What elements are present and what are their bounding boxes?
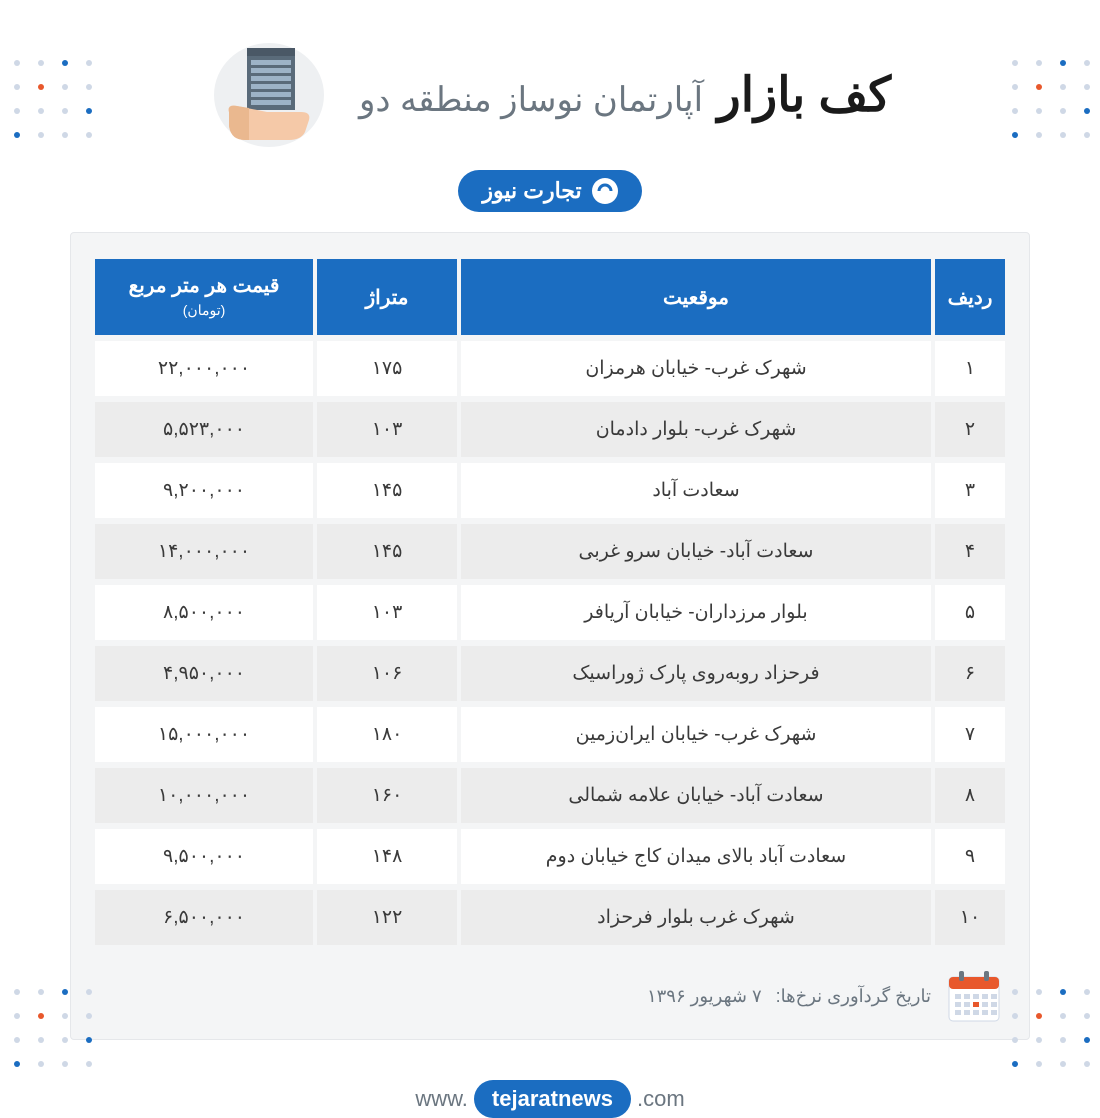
table-cell-loc: شهرک غرب بلوار فرحزاد	[461, 890, 931, 945]
table-cell-area: ۱۲۲	[317, 890, 457, 945]
table-cell-loc: شهرک غرب- خیابان هرمزان	[461, 341, 931, 396]
table-cell-price: ۸,۵۰۰,۰۰۰	[95, 585, 313, 640]
building-hand-icon	[209, 40, 329, 150]
col-header-num: ردیف	[935, 259, 1005, 335]
brand-logo-icon	[592, 178, 618, 204]
col-header-area: متراژ	[317, 259, 457, 335]
table-cell-area: ۱۷۵	[317, 341, 457, 396]
table-cell-price: ۱۴,۰۰۰,۰۰۰	[95, 524, 313, 579]
footer: www. tejaratnews .com	[0, 1080, 1100, 1118]
table-cell-loc: سعادت آباد- خیابان علامه شمالی	[461, 768, 931, 823]
table-cell-price: ۶,۵۰۰,۰۰۰	[95, 890, 313, 945]
table-cell-area: ۱۰۳	[317, 585, 457, 640]
table-cell-n: ۷	[935, 707, 1005, 762]
table-cell-loc: شهرک غرب- بلوار دادمان	[461, 402, 931, 457]
table-cell-loc: سعادت آباد- خیابان سرو غربی	[461, 524, 931, 579]
table-cell-n: ۸	[935, 768, 1005, 823]
table-body: ۱شهرک غرب- خیابان هرمزان۱۷۵۲۲,۰۰۰,۰۰۰۲شه…	[95, 341, 1005, 945]
dots-decoration-top-left	[10, 60, 92, 142]
table-cell-loc: سعادت آباد	[461, 463, 931, 518]
table-header-row: ردیف موقعیت متراژ قیمت هر متر مربع (توما…	[95, 259, 1005, 335]
table-cell-loc: فرحزاد روبه‌روی پارک ژوراسیک	[461, 646, 931, 701]
page-title-main: کف بازار	[718, 69, 892, 122]
table-cell-loc: شهرک غرب- خیابان ایران‌زمین	[461, 707, 931, 762]
table-row: ۷شهرک غرب- خیابان ایران‌زمین۱۸۰۱۵,۰۰۰,۰۰…	[95, 707, 1005, 762]
footer-brand: tejaratnews	[474, 1080, 631, 1118]
table-row: ۵بلوار مرزداران- خیابان آریافر۱۰۳۸,۵۰۰,۰…	[95, 585, 1005, 640]
table-cell-n: ۵	[935, 585, 1005, 640]
table-row: ۱شهرک غرب- خیابان هرمزان۱۷۵۲۲,۰۰۰,۰۰۰	[95, 341, 1005, 396]
table-cell-n: ۶	[935, 646, 1005, 701]
table-cell-n: ۱	[935, 341, 1005, 396]
table-cell-price: ۴,۹۵۰,۰۰۰	[95, 646, 313, 701]
table-row: ۹سعادت آباد بالای میدان کاج خیابان دوم۱۴…	[95, 829, 1005, 884]
footer-suffix: .com	[637, 1086, 685, 1112]
table-row: ۴سعادت آباد- خیابان سرو غربی۱۴۵۱۴,۰۰۰,۰۰…	[95, 524, 1005, 579]
date-label: تاریخ گردآوری نرخ‌ها:	[776, 986, 931, 1007]
table-cell-area: ۱۴۵	[317, 463, 457, 518]
brand-name: تجارت نیوز	[482, 178, 581, 204]
date-value: ۷ شهریور ۱۳۹۶	[647, 986, 762, 1007]
table-cell-area: ۱۰۳	[317, 402, 457, 457]
table-cell-area: ۱۶۰	[317, 768, 457, 823]
price-table-container: ردیف موقعیت متراژ قیمت هر متر مربع (توما…	[70, 232, 1030, 1040]
table-cell-n: ۴	[935, 524, 1005, 579]
table-row: ۸سعادت آباد- خیابان علامه شمالی۱۶۰۱۰,۰۰۰…	[95, 768, 1005, 823]
table-row: ۳سعادت آباد۱۴۵۹,۲۰۰,۰۰۰	[95, 463, 1005, 518]
table-cell-area: ۱۰۶	[317, 646, 457, 701]
table-cell-price: ۵,۵۲۳,۰۰۰	[95, 402, 313, 457]
table-cell-n: ۳	[935, 463, 1005, 518]
table-cell-loc: سعادت آباد بالای میدان کاج خیابان دوم	[461, 829, 931, 884]
dots-decoration-bottom-left	[10, 989, 92, 1071]
dots-decoration-bottom-right	[1008, 989, 1090, 1071]
table-row: ۲شهرک غرب- بلوار دادمان۱۰۳۵,۵۲۳,۰۰۰	[95, 402, 1005, 457]
table-cell-area: ۱۴۵	[317, 524, 457, 579]
table-cell-area: ۱۸۰	[317, 707, 457, 762]
footer-prefix: www.	[415, 1086, 468, 1112]
date-row: تاریخ گردآوری نرخ‌ها: ۷ شهریور ۱۳۹۶	[91, 951, 1009, 1029]
col-header-price: قیمت هر متر مربع (تومان)	[95, 259, 313, 335]
table-cell-price: ۹,۵۰۰,۰۰۰	[95, 829, 313, 884]
table-cell-n: ۹	[935, 829, 1005, 884]
col-header-location: موقعیت	[461, 259, 931, 335]
table-cell-area: ۱۴۸	[317, 829, 457, 884]
logo-badge-wrap: تجارت نیوز	[0, 170, 1100, 212]
table-cell-price: ۲۲,۰۰۰,۰۰۰	[95, 341, 313, 396]
table-cell-price: ۹,۲۰۰,۰۰۰	[95, 463, 313, 518]
brand-badge: تجارت نیوز	[458, 170, 641, 212]
table-cell-n: ۱۰	[935, 890, 1005, 945]
table-cell-price: ۱۵,۰۰۰,۰۰۰	[95, 707, 313, 762]
table-cell-loc: بلوار مرزداران- خیابان آریافر	[461, 585, 931, 640]
table-cell-n: ۲	[935, 402, 1005, 457]
price-table: ردیف موقعیت متراژ قیمت هر متر مربع (توما…	[91, 253, 1009, 951]
table-row: ۱۰شهرک غرب بلوار فرحزاد۱۲۲۶,۵۰۰,۰۰۰	[95, 890, 1005, 945]
table-row: ۶فرحزاد روبه‌روی پارک ژوراسیک۱۰۶۴,۹۵۰,۰۰…	[95, 646, 1005, 701]
calendar-icon	[945, 967, 1003, 1025]
header: کف بازار آپارتمان نوساز منطقه دو	[0, 0, 1100, 160]
page-title-sub: آپارتمان نوساز منطقه دو	[359, 81, 703, 119]
table-cell-price: ۱۰,۰۰۰,۰۰۰	[95, 768, 313, 823]
dots-decoration-top-right	[1008, 60, 1090, 142]
